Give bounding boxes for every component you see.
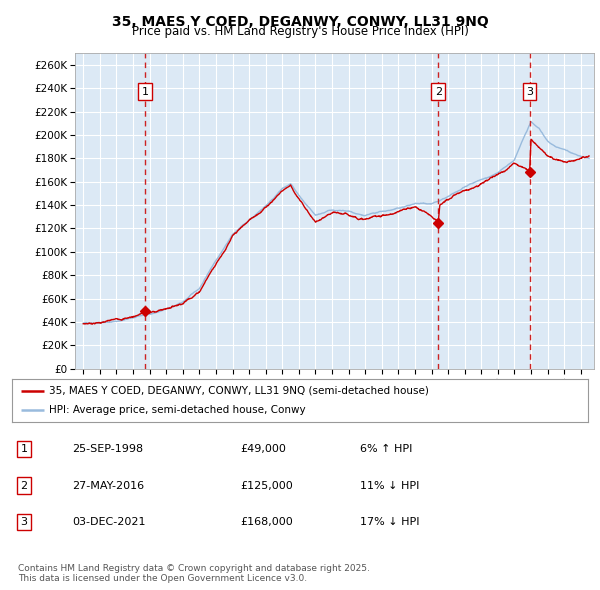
Text: Contains HM Land Registry data © Crown copyright and database right 2025.
This d: Contains HM Land Registry data © Crown c… <box>18 563 370 583</box>
Text: 2: 2 <box>435 87 442 97</box>
Text: 11% ↓ HPI: 11% ↓ HPI <box>360 481 419 490</box>
Text: 1: 1 <box>142 87 149 97</box>
Text: Price paid vs. HM Land Registry's House Price Index (HPI): Price paid vs. HM Land Registry's House … <box>131 25 469 38</box>
Text: HPI: Average price, semi-detached house, Conwy: HPI: Average price, semi-detached house,… <box>49 405 306 415</box>
Text: 6% ↑ HPI: 6% ↑ HPI <box>360 444 412 454</box>
Text: £49,000: £49,000 <box>240 444 286 454</box>
Text: 03-DEC-2021: 03-DEC-2021 <box>72 517 146 527</box>
Text: 2: 2 <box>20 481 28 490</box>
Text: £125,000: £125,000 <box>240 481 293 490</box>
Text: 17% ↓ HPI: 17% ↓ HPI <box>360 517 419 527</box>
Text: £168,000: £168,000 <box>240 517 293 527</box>
Text: 3: 3 <box>20 517 28 527</box>
Text: 3: 3 <box>526 87 533 97</box>
Text: 35, MAES Y COED, DEGANWY, CONWY, LL31 9NQ: 35, MAES Y COED, DEGANWY, CONWY, LL31 9N… <box>112 15 488 29</box>
Text: 35, MAES Y COED, DEGANWY, CONWY, LL31 9NQ (semi-detached house): 35, MAES Y COED, DEGANWY, CONWY, LL31 9N… <box>49 386 430 396</box>
Text: 25-SEP-1998: 25-SEP-1998 <box>72 444 143 454</box>
Text: 1: 1 <box>20 444 28 454</box>
Text: 27-MAY-2016: 27-MAY-2016 <box>72 481 144 490</box>
